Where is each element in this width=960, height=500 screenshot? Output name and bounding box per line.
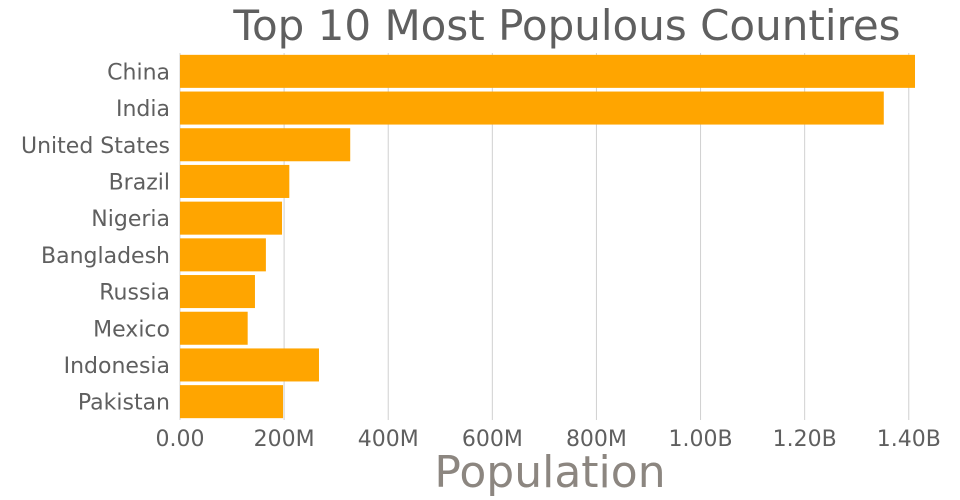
bar-brazil [180,164,290,198]
category-label: Russia [99,281,170,306]
bar-nigeria [180,201,283,235]
category-label: Pakistan [78,391,170,416]
bars [180,54,916,419]
x-tick-labels: 0.00 200M 400M 600M 800M 1.00B 1.20B 1.40B [156,427,941,452]
bar-united-states [180,128,351,162]
x-tick-label: 1.40B [877,427,941,452]
x-axis-title: Population [434,447,665,498]
category-label: Brazil [109,170,170,195]
bar-indonesia [180,348,319,382]
bar-india [180,91,884,125]
category-label: United States [21,134,170,159]
x-tick-label: 600M [462,427,523,452]
bar-russia [180,275,255,309]
category-labels: China India United States Brazil Nigeria Bang… [21,60,170,415]
bar-mexico [180,311,248,345]
bar-bangladesh [180,238,266,272]
category-label: India [116,97,170,122]
category-label: Bangladesh [41,244,170,269]
category-label: Indonesia [64,354,170,379]
category-label: China [107,60,170,85]
x-tick-label: 1.00B [669,427,733,452]
bar-pakistan [180,385,284,419]
category-label: Nigeria [91,207,170,232]
x-tick-label: 200M [254,427,315,452]
x-tick-label: 800M [566,427,627,452]
chart-title: Top 10 Most Populous Countires [232,1,900,50]
bar-china [180,54,916,88]
x-tick-label: 400M [358,427,419,452]
x-tick-label: 0.00 [156,427,205,452]
category-label: Mexico [93,317,170,342]
x-tick-label: 1.20B [773,427,837,452]
